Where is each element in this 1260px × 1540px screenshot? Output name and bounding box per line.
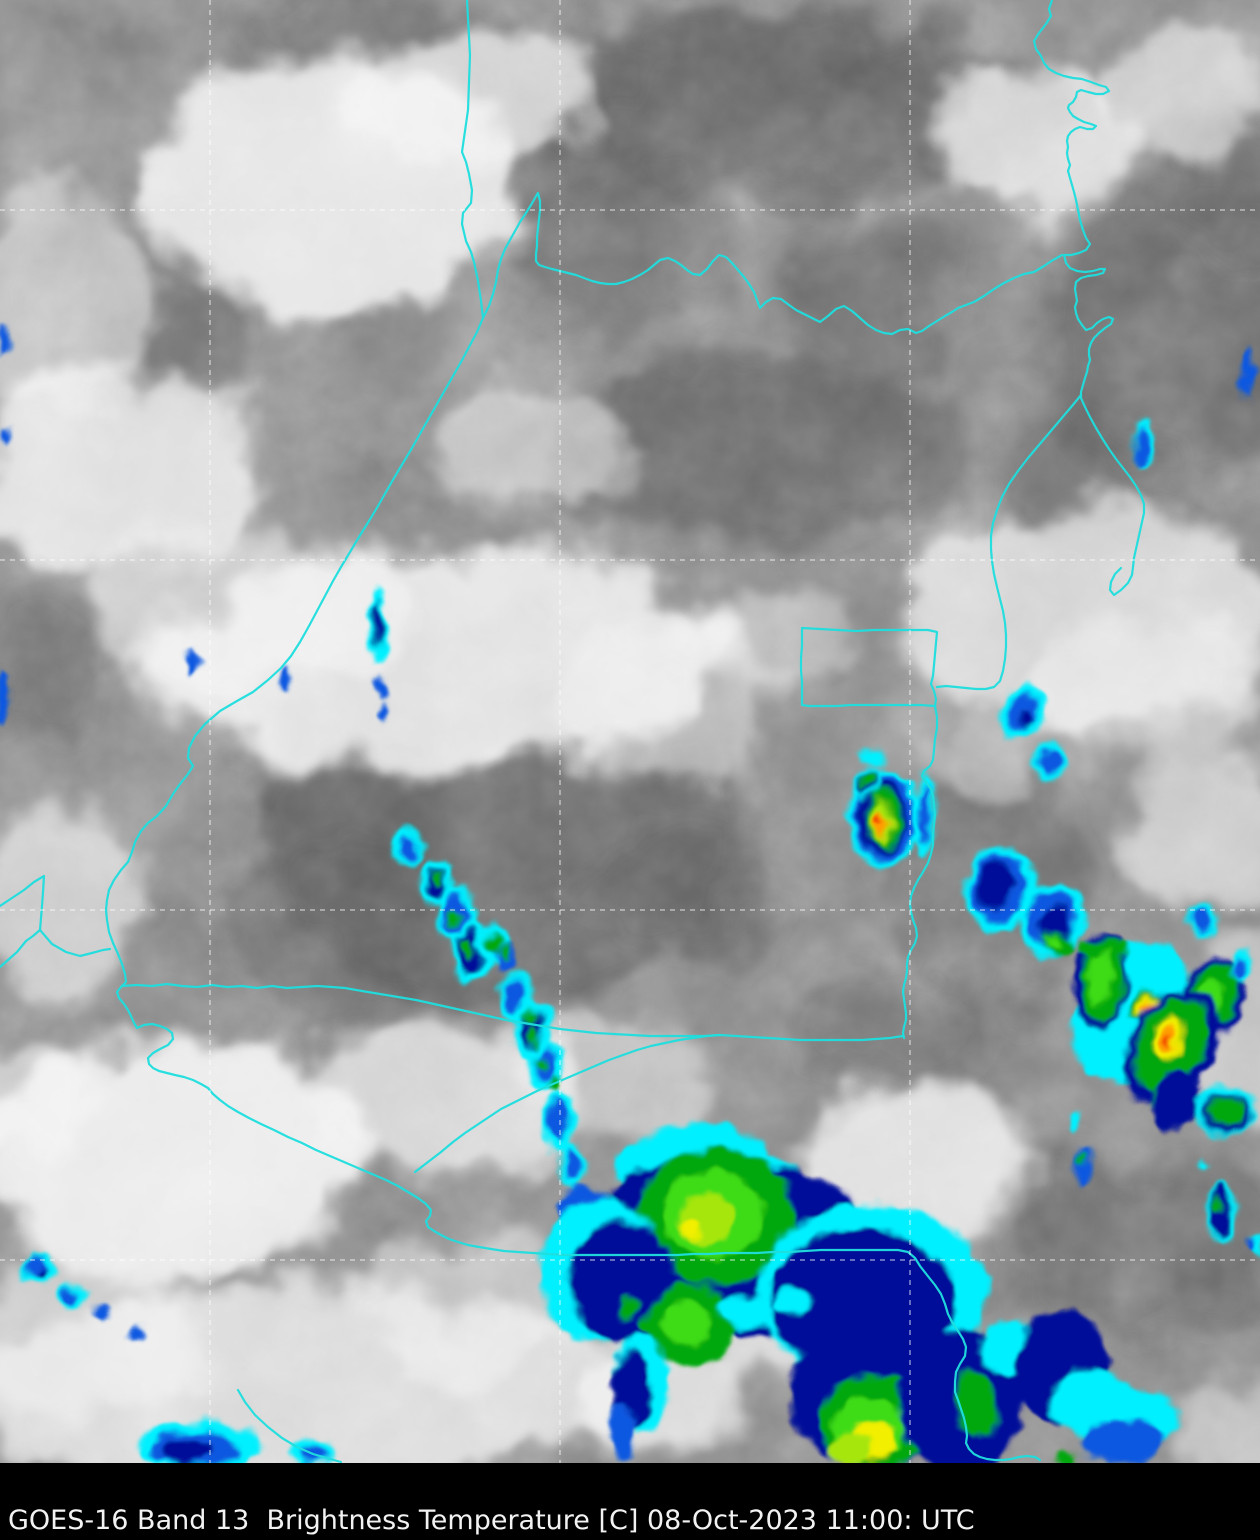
- border-north-hairpin-east-west: [481, 191, 1064, 336]
- border-box-boundary: [799, 626, 939, 708]
- latlon-grid-layer: [0, 0, 1260, 1463]
- border-right-to-box: [935, 393, 1083, 691]
- country-borders-layer: [0, 0, 1146, 1464]
- border-left-triangle: [0, 874, 46, 969]
- border-west-main-border: [104, 0, 1042, 1462]
- border-right-main-border: [1032, 0, 1146, 597]
- border-mid-diagonal-border: [413, 1033, 905, 1174]
- border-box-south-border: [901, 704, 939, 1040]
- border-mid-horizontal-border: [120, 982, 722, 1038]
- satellite-image: [0, 0, 1260, 1464]
- border-bottom-left-stub: [236, 1388, 343, 1464]
- caption-text: GOES-16 Band 13 Brightness Temperature […: [8, 1505, 975, 1536]
- caption-bar: GOES-16 Band 13 Brightness Temperature […: [0, 1463, 1260, 1540]
- border-left-connector: [38, 928, 112, 958]
